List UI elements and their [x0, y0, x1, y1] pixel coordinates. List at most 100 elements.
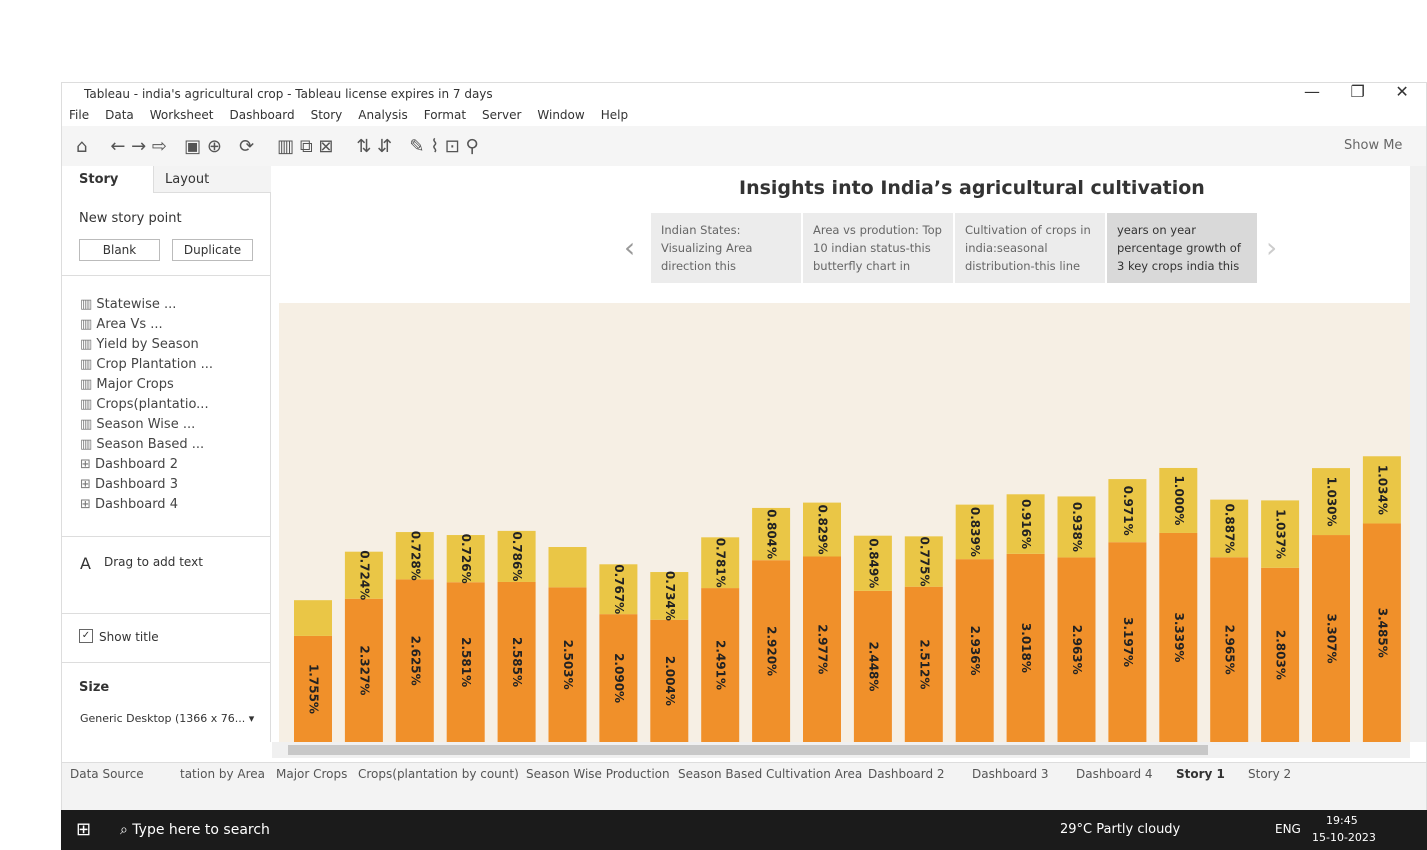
show-title: Show title — [99, 630, 159, 644]
data-label: 0.767% — [612, 564, 626, 614]
duplicate-button[interactable]: Duplicate — [172, 239, 253, 261]
clock-time[interactable]: 19:45 — [1326, 814, 1358, 827]
data-label: 2.625% — [408, 636, 422, 686]
sheet-tab[interactable]: Story 1 — [1176, 767, 1225, 781]
show-me[interactable]: Show Me — [1344, 138, 1403, 153]
sheet-item[interactable]: ⊞ Dashboard 2 — [80, 457, 213, 477]
menu-item[interactable]: Analysis — [358, 108, 408, 122]
sheet-tab[interactable]: Season Based Cultivation Area — [678, 767, 863, 781]
sheet-icon: ▥ — [80, 377, 97, 392]
data-label: 0.734% — [663, 571, 677, 621]
v-scrollbar[interactable] — [1410, 166, 1426, 742]
sidebar-tab[interactable]: Layout — [165, 172, 210, 187]
bar-segment — [1108, 542, 1147, 742]
data-label: 3.339% — [1172, 612, 1186, 662]
data-label: 2.327% — [357, 645, 371, 695]
language[interactable]: ENG — [1275, 822, 1301, 836]
sheet-tab[interactable]: Dashboard 2 — [868, 767, 945, 781]
data-label: 2.585% — [510, 637, 524, 687]
bar-segment — [1261, 567, 1300, 742]
sheet-item[interactable]: ▥ Crops(plantatio... — [80, 397, 213, 417]
weather[interactable]: 29°C Partly cloudy — [1060, 822, 1181, 837]
menu-item[interactable]: Dashboard — [229, 108, 295, 122]
h-scrollbar[interactable] — [272, 742, 1410, 758]
sheet-tab[interactable]: Story 2 — [1248, 767, 1292, 781]
menu-item[interactable]: Format — [423, 108, 467, 122]
drag-text[interactable]: Drag to add text — [104, 555, 203, 569]
menu-item[interactable]: File — [69, 108, 90, 122]
sheet-item[interactable]: ▥ Area Vs ... — [80, 317, 213, 337]
sheet-tab[interactable]: Data Source — [70, 767, 144, 781]
bar-segment — [1312, 535, 1350, 742]
blank-button[interactable]: Blank — [79, 239, 160, 261]
bar-segment — [1159, 467, 1198, 533]
sidebar-tab[interactable]: Story — [79, 172, 119, 187]
menu-item[interactable]: Worksheet — [149, 108, 214, 122]
search-box[interactable]: ⌕ Type here to search — [120, 822, 270, 838]
sheet-icon: ▥ — [80, 417, 97, 432]
bar-segment — [1261, 500, 1300, 568]
sheet-item[interactable]: ▥ Statewise ... — [80, 297, 213, 317]
data-label: 3.485% — [1375, 608, 1389, 658]
sheet-tab[interactable]: Season Wise Production — [526, 767, 670, 781]
menu-item[interactable]: Data — [105, 108, 134, 122]
sheet-tab[interactable]: Major Crops — [276, 767, 348, 781]
sheet-icon: ⊞ — [80, 457, 96, 472]
sheet-tab[interactable]: Crops(plantation by count) — [358, 767, 519, 781]
sheet-tab[interactable]: tation by Area — [180, 767, 266, 781]
data-label: 2.977% — [816, 624, 830, 674]
next-arrow[interactable]: › — [1266, 231, 1278, 264]
clock-date[interactable]: 15-10-2023 — [1312, 831, 1376, 844]
bar-segment — [752, 507, 791, 561]
sheet-item[interactable]: ▥ Major Crops — [80, 377, 213, 397]
sidebar — [62, 166, 271, 742]
sheet-list: ▥ Statewise ... ▥ Area Vs ... ▥ Yield by S… — [80, 297, 213, 517]
toolbar-icons[interactable]: ⌂ ← → ⇨ ▣ ⊕ ⟳ ▥ ⧉ ⊠ ⇅ ⇵ ✎ ⌇ ⊡ ⚲ — [76, 136, 479, 157]
size-dropdown[interactable]: Generic Desktop (1366 x 76... ▾ — [80, 712, 255, 725]
tab-bar — [62, 762, 1426, 788]
data-label: 2.491% — [714, 640, 728, 690]
story-title: Insights into India’s agricultural culti… — [739, 177, 1205, 199]
start-button[interactable]: ⊞ — [76, 819, 92, 840]
sheet-item[interactable]: ▥ Season Wise ... — [80, 417, 213, 437]
sheet-item[interactable]: ▥ Crop Plantation ... — [80, 357, 213, 377]
sheet-tab[interactable]: Dashboard 4 — [1076, 767, 1153, 781]
story-point[interactable]: Indian States: Visualizing Area directio… — [651, 213, 801, 283]
story-point[interactable]: Area vs prodution: Top 10 indian status-… — [803, 213, 953, 283]
data-label: 0.726% — [459, 534, 473, 584]
sheet-item[interactable]: ⊞ Dashboard 3 — [80, 477, 213, 497]
checkbox[interactable]: ✓ — [79, 629, 93, 643]
menu-item[interactable]: Window — [537, 108, 585, 122]
sheet-item[interactable]: ⊞ Dashboard 4 — [80, 497, 213, 517]
sheet-item[interactable]: ▥ Yield by Season — [80, 337, 213, 357]
sheet-item[interactable]: ▥ Season Based ... — [80, 437, 213, 457]
sheet-icon: ⊞ — [80, 497, 96, 512]
sheet-icon: ⊞ — [80, 477, 96, 492]
window-controls[interactable]: — ❐ ✕ — [1304, 82, 1409, 101]
sheet-name: Major Crops — [96, 377, 174, 392]
tab-bg — [153, 166, 271, 193]
toolbar — [62, 126, 1426, 166]
bar-segment — [803, 556, 841, 742]
sheet-tab[interactable]: Dashboard 3 — [972, 767, 1049, 781]
data-label: 2.512% — [917, 639, 931, 689]
data-label: 0.839% — [968, 507, 982, 557]
data-label: 0.775% — [917, 537, 931, 587]
menu-item[interactable]: Help — [600, 108, 629, 122]
sheet-icon: ▥ — [80, 317, 97, 332]
story-point[interactable]: Cultivation of crops in india:seasonal d… — [955, 213, 1105, 283]
bar-segment — [599, 614, 638, 742]
sheet-name: Statewise ... — [96, 297, 177, 312]
data-label: 1.755% — [307, 664, 321, 714]
data-label: 0.724% — [357, 550, 371, 600]
menu-item[interactable]: Story — [310, 108, 343, 122]
menu-item[interactable]: Server — [482, 108, 522, 122]
bar-segment — [497, 581, 536, 742]
prev-arrow[interactable]: ‹ — [624, 231, 636, 264]
data-label: 0.804% — [765, 509, 779, 559]
bar-segment — [752, 560, 791, 742]
story-point[interactable]: years on year percentage growth of 3 key… — [1107, 213, 1257, 283]
bar-segment — [599, 564, 638, 615]
bar-segment — [1362, 456, 1401, 524]
search-text: Type here to search — [132, 822, 270, 838]
